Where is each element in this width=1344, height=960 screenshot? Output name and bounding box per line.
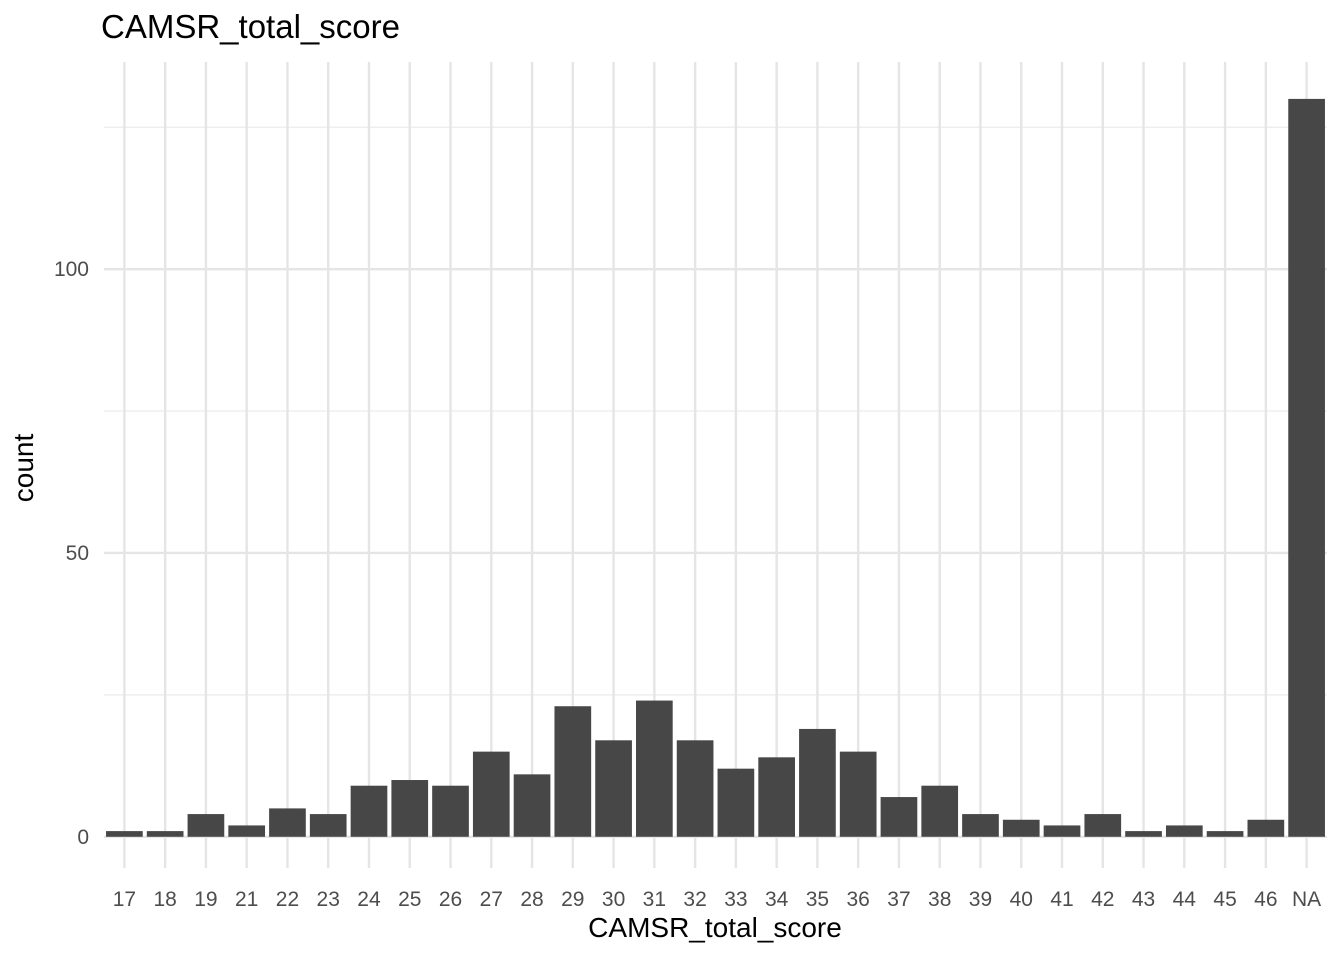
x-tick-label: 44 — [1173, 888, 1197, 911]
bar-17 — [106, 831, 143, 837]
bar-18 — [146, 831, 184, 837]
minor-gridlines — [104, 126, 1327, 696]
x-tick-label: 43 — [1132, 888, 1155, 911]
bar-34 — [758, 757, 795, 837]
bar-30 — [595, 740, 632, 837]
bar-29 — [554, 706, 592, 837]
bar-43 — [1125, 831, 1162, 837]
x-tick-label: 33 — [724, 888, 747, 911]
x-tick-label: 26 — [439, 888, 462, 911]
bars — [106, 98, 1325, 837]
bar-45 — [1206, 831, 1244, 837]
x-tick-label: 18 — [153, 888, 176, 911]
bar-44 — [1165, 825, 1203, 837]
major-gridlines — [104, 62, 1327, 868]
bar-31 — [636, 700, 673, 837]
x-tick-label: 37 — [887, 888, 910, 911]
x-tick-label: 23 — [317, 888, 340, 911]
bar-40 — [1002, 819, 1040, 837]
x-tick-label: 17 — [113, 888, 136, 911]
x-tick-label: 19 — [194, 888, 217, 911]
bar-41 — [1043, 825, 1081, 837]
bar-28 — [513, 774, 551, 837]
bar-22 — [269, 808, 306, 837]
x-tick-label: 30 — [602, 888, 625, 911]
bar-39 — [962, 814, 999, 837]
bar-25 — [391, 780, 429, 837]
bar-36 — [839, 751, 877, 837]
bar-38 — [921, 785, 959, 837]
bar-23 — [309, 814, 347, 837]
bar-27 — [472, 751, 510, 837]
x-tick-label: 46 — [1254, 888, 1277, 911]
x-tick-label: 39 — [969, 888, 992, 911]
x-tick-label: 41 — [1050, 888, 1073, 911]
x-tick-label: 38 — [928, 888, 951, 911]
bar-19 — [187, 814, 225, 837]
bar-26 — [432, 785, 469, 837]
chart-title: CAMSR_total_score — [101, 8, 400, 45]
x-tick-label: 42 — [1091, 888, 1114, 911]
bar-46 — [1247, 819, 1285, 837]
x-tick-label: 27 — [480, 888, 503, 911]
bar-33 — [717, 768, 755, 837]
x-axis-label: CAMSR_total_score — [588, 912, 842, 943]
x-tick-label: 45 — [1213, 888, 1236, 911]
x-tick-label: NA — [1292, 888, 1321, 911]
bar-21 — [228, 825, 266, 837]
x-tick-label: 22 — [276, 888, 299, 911]
bar-NA — [1288, 98, 1325, 837]
x-tick-label: 32 — [683, 888, 706, 911]
x-tick-label: 40 — [1010, 888, 1033, 911]
x-tick-label: 28 — [520, 888, 543, 911]
y-tick-label: 50 — [66, 542, 89, 565]
x-tick-label: 21 — [235, 888, 258, 911]
x-tick-label: 29 — [561, 888, 584, 911]
bar-35 — [799, 728, 836, 837]
x-tick-label: 24 — [357, 888, 381, 911]
x-tick-label: 36 — [847, 888, 870, 911]
bar-24 — [350, 785, 388, 837]
x-tick-label: 25 — [398, 888, 421, 911]
bar-32 — [676, 740, 714, 837]
x-tick-label: 34 — [765, 888, 789, 911]
y-tick-label: 100 — [54, 258, 89, 281]
y-tick-labels: 0 50 100 — [54, 258, 89, 849]
x-tick-label: 35 — [806, 888, 829, 911]
bar-42 — [1084, 814, 1122, 837]
y-tick-label: 0 — [77, 826, 89, 849]
x-tick-labels: 17 18 19 21 22 23 24 25 26 27 28 29 30 31 32 33 34 35 36 37… — [113, 888, 1322, 911]
bar-37 — [880, 797, 918, 837]
x-tick-label: 31 — [643, 888, 666, 911]
